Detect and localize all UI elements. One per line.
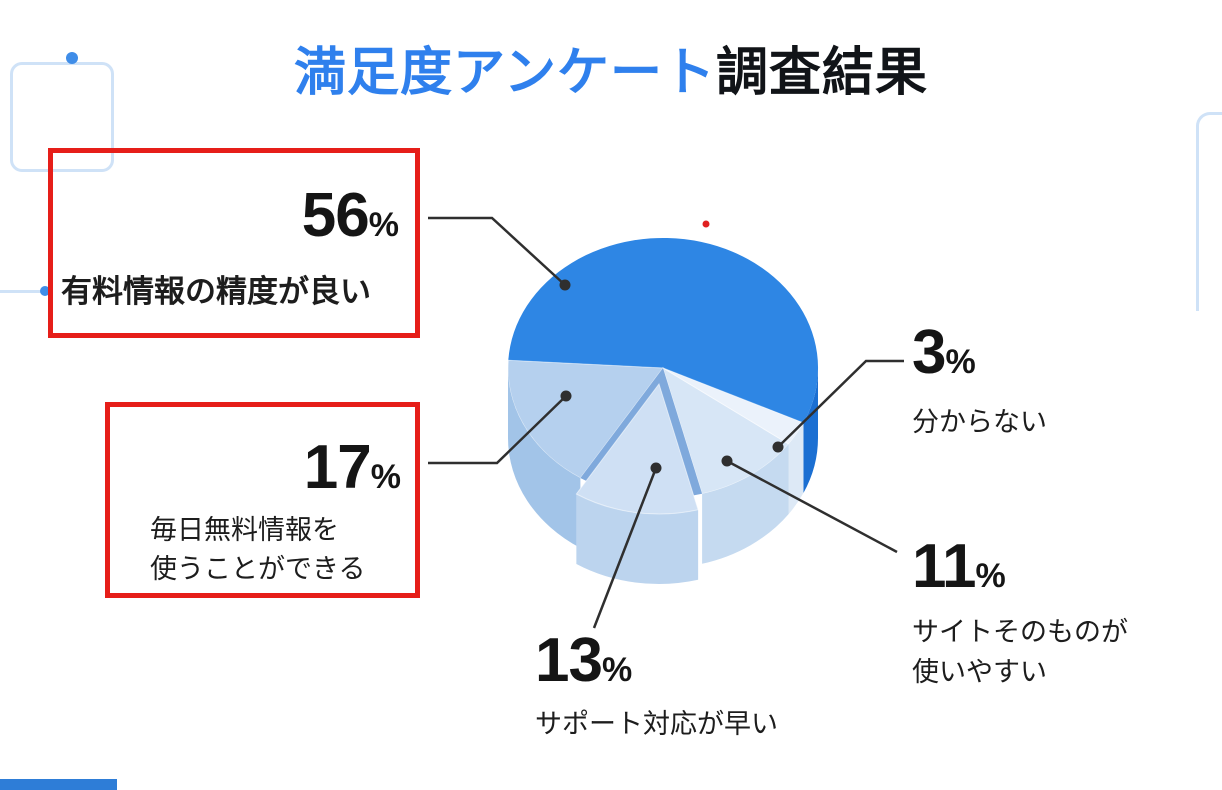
decor-dot-top-left — [66, 52, 78, 64]
slice-56-value: 56 — [301, 181, 370, 250]
pie-slice-17-side — [508, 368, 581, 548]
slice-17-value: 17 — [303, 433, 372, 502]
slice-56-caption: 有料情報の精度が良い — [61, 274, 371, 309]
leader-dot-56 — [559, 279, 571, 291]
leader-line-17 — [428, 395, 567, 465]
red-marker-dot — [702, 220, 710, 228]
callout-11: 11% サイトそのものが 使いやすい — [912, 536, 1128, 692]
slice-11-caption-line1: サイトそのものが — [912, 617, 1128, 647]
highlight-box-56: 56% 有料情報の精度が良い — [48, 148, 420, 338]
leader-line-11 — [726, 459, 898, 554]
slice-56-unit: % — [368, 206, 399, 244]
leader-dot-17 — [560, 390, 572, 402]
slice-3-value: 3 — [912, 318, 946, 387]
slice-17-caption: 毎日無料情報を 使うことができる — [150, 511, 365, 589]
slice-3-caption: 分からない — [912, 407, 1047, 437]
slice-3-unit: % — [945, 343, 976, 381]
slice-13-percent: 13% — [535, 630, 778, 692]
slice-56-percent: 56% — [302, 185, 399, 247]
callout-13: 13% サポート対応が早い — [535, 630, 778, 741]
leader-dot-11 — [721, 455, 733, 467]
leader-line-13 — [592, 467, 658, 629]
slice-13-value: 13 — [535, 626, 603, 695]
slice-11-unit: % — [975, 557, 1006, 595]
decor-rounded-square-top-left — [10, 62, 114, 172]
slice-13-caption: サポート対応が早い — [535, 709, 778, 739]
pie-slice-17-top — [507, 359, 664, 479]
decor-bottom-bar — [0, 779, 117, 790]
decor-rounded-corner-right — [1196, 112, 1222, 311]
pie-slice-3-side — [788, 422, 804, 514]
pie-slice-13-side — [576, 494, 699, 585]
slice-17-caption-line1: 毎日無料情報を — [150, 515, 339, 545]
slice-17-caption-line2: 使うことができる — [150, 554, 366, 584]
slice-13-unit: % — [601, 651, 633, 689]
slice-17-unit: % — [370, 458, 401, 496]
pie-slice-13-exploded-group — [575, 382, 699, 585]
leader-dot-3 — [772, 441, 784, 453]
title-rest: 調査結果 — [715, 44, 928, 102]
leader-line-3 — [777, 359, 904, 448]
pie-slice-13-top — [575, 382, 699, 515]
callout-3: 3% 分からない — [912, 322, 1047, 439]
slice-3-percent: 3% — [912, 322, 1047, 384]
slice-11-caption-line2: 使いやすい — [912, 657, 1047, 687]
slice-11-value: 11 — [912, 532, 977, 601]
pie-slice-11-top — [662, 366, 790, 495]
pie-slice-56-side — [803, 368, 818, 493]
page-title: 満足度アンケート調査結果 — [0, 30, 1222, 105]
decor-line-left — [0, 290, 46, 293]
decor-dot-left — [40, 286, 50, 296]
slice-11-caption: サイトそのものが 使いやすい — [912, 612, 1128, 692]
leader-dot-13 — [650, 462, 662, 474]
leader-line-56 — [428, 216, 566, 286]
slice-17-percent: 17% — [304, 437, 401, 499]
pie-slice-11-side — [702, 444, 789, 564]
slice-11-percent: 11% — [912, 536, 1128, 598]
highlight-box-17: 17% 毎日無料情報を 使うことができる — [105, 402, 420, 598]
title-highlight: 満足度アンケート — [294, 44, 716, 102]
pie-slice-56-top — [508, 237, 819, 423]
